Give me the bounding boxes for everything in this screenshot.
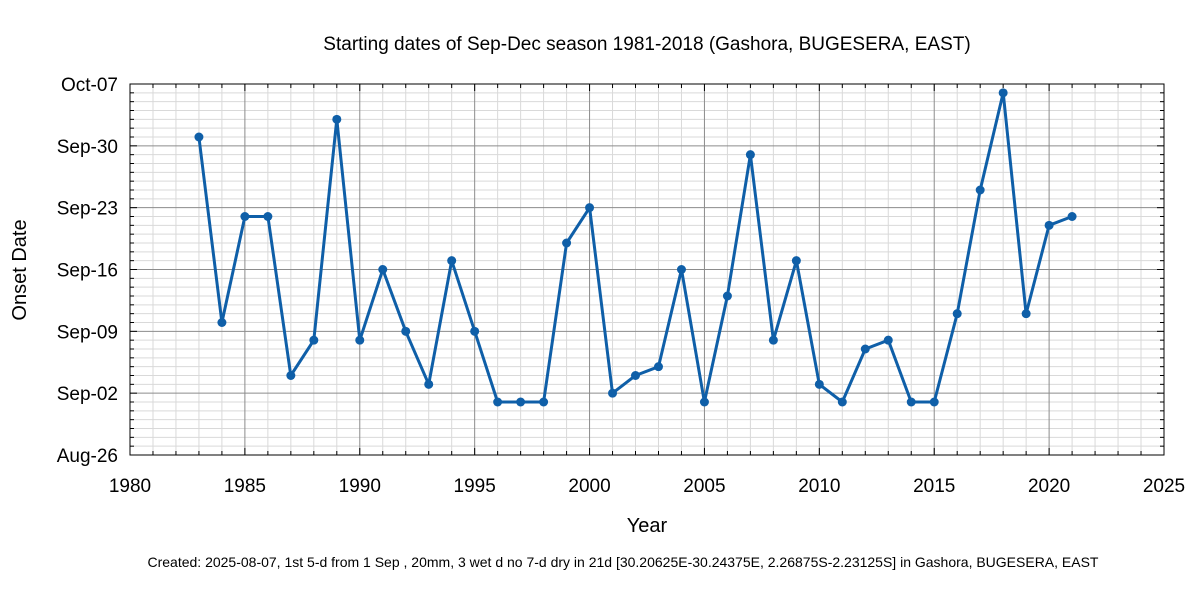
- x-tick-label: 1985: [224, 476, 266, 497]
- data-point: [952, 309, 962, 319]
- chart-footer-note: Created: 2025-08-07, 1st 5-d from 1 Sep …: [147, 554, 1098, 570]
- axis-tick-marks: [129, 83, 1165, 456]
- data-point: [240, 212, 250, 221]
- x-tick-label: 2020: [1028, 476, 1070, 497]
- x-tick-label: 2015: [913, 476, 955, 497]
- x-axis-label: Year: [627, 515, 668, 537]
- data-point: [355, 335, 365, 345]
- data-point: [309, 335, 319, 345]
- data-point: [975, 185, 985, 195]
- data-point: [516, 397, 526, 407]
- data-point: [539, 397, 549, 407]
- data-point: [263, 212, 273, 221]
- data-point: [493, 397, 503, 407]
- x-tick-label: 2010: [798, 476, 840, 497]
- data-point: [1044, 220, 1054, 230]
- data-point: [906, 397, 916, 407]
- y-tick-label: Sep-23: [57, 199, 118, 220]
- y-axis-tick-labels: Aug-26 Sep-02 Sep-09 Sep-16 Sep-23 Sep-30 Oct-…: [57, 75, 118, 467]
- x-tick-label: 1980: [109, 476, 151, 497]
- data-point: [676, 265, 686, 274]
- data-point: [194, 132, 204, 142]
- data-point: [286, 371, 296, 380]
- data-point: [562, 238, 572, 248]
- data-point: [929, 397, 939, 407]
- data-point: [791, 256, 801, 266]
- data-point: [1067, 212, 1077, 221]
- data-point: [378, 265, 388, 274]
- data-point: [837, 397, 847, 407]
- y-tick-label: Sep-16: [57, 261, 118, 282]
- y-tick-label: Sep-02: [57, 384, 118, 405]
- data-point: [585, 203, 595, 213]
- data-point: [447, 256, 457, 266]
- y-axis-label: Onset Date: [9, 219, 31, 320]
- x-tick-label: 2005: [683, 476, 725, 497]
- x-tick-label: 1990: [339, 476, 381, 497]
- data-point: [860, 344, 870, 354]
- y-tick-label: Aug-26: [57, 446, 118, 467]
- data-point: [745, 150, 755, 160]
- x-tick-label: 2025: [1143, 476, 1185, 497]
- data-point: [401, 326, 411, 336]
- data-point: [998, 88, 1008, 98]
- y-tick-label: Sep-09: [57, 322, 118, 343]
- data-point: [470, 326, 480, 336]
- x-tick-label: 1995: [454, 476, 496, 497]
- data-point: [332, 114, 342, 124]
- data-point: [722, 291, 732, 301]
- data-point: [424, 379, 434, 389]
- data-point: [883, 335, 893, 345]
- y-tick-label: Oct-07: [61, 75, 118, 96]
- y-tick-label: Sep-30: [57, 137, 118, 158]
- data-point: [768, 335, 778, 345]
- data-point: [653, 362, 663, 372]
- x-axis-tick-labels: 1980 1985 1990 1995 2000 2005 2010 2015 2020 2025: [109, 476, 1185, 497]
- onset-series-points: [194, 88, 1077, 407]
- chart-title: Starting dates of Sep-Dec season 1981-20…: [323, 34, 970, 55]
- x-tick-label: 2000: [568, 476, 610, 497]
- data-point: [699, 397, 709, 407]
- data-point: [631, 371, 641, 380]
- data-point: [608, 388, 618, 398]
- data-point: [1021, 309, 1031, 319]
- data-point: [217, 318, 227, 327]
- data-point: [814, 379, 824, 389]
